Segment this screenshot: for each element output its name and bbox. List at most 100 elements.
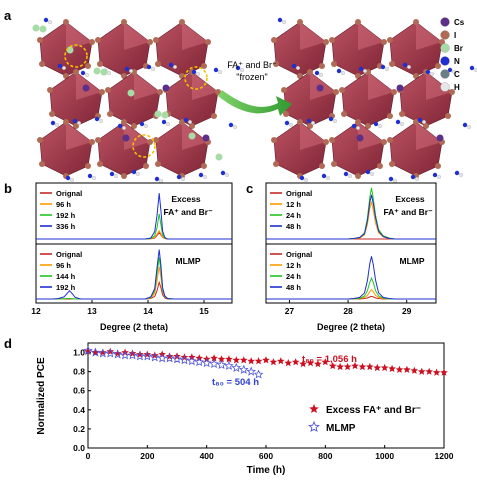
panel-label-c: c [246,181,253,196]
hydrogen-atom-right [363,69,367,73]
c-x-axis-label: Degree (2 theta) [317,322,385,332]
b-tick-label: 14 [143,306,153,316]
bromine-atom-left [127,89,135,97]
d-point-excess [373,363,382,372]
iodine-atom-left [201,63,207,69]
d-point-excess [143,350,152,358]
hydrogen-atom-right [378,124,382,128]
iodine-atom-right [435,63,441,69]
iodine-atom-left [143,163,149,169]
b-bottom-legend-label: Orignal [56,250,82,259]
legend-atom-label-cs: Cs [454,18,465,27]
c-legend-top: Orignal 12 h 24 h 48 h [270,189,312,231]
d-point-excess [269,358,278,366]
d-point-excess [403,365,411,373]
nitrogen-atom-right [321,173,327,179]
hydrogen-atom-left [188,120,192,124]
octahedron-face-right [310,72,336,100]
nitrogen-atom-right [402,62,408,68]
iodine-atom-right [435,163,441,169]
octahedron-face-left [192,72,218,100]
cesium-atom-left [82,84,90,92]
nitrogen-atom-right [454,170,460,176]
bromine-atom-left [93,67,101,75]
iodine-atom-left [39,61,45,67]
iodine-atom-left [49,111,55,117]
d-point-excess [314,360,322,368]
octahedron-face-right [358,122,384,150]
d-point-excess [395,365,404,373]
nitrogen-atom-right [328,116,334,122]
nitrogen-atom-right [277,17,283,23]
nitrogen-atom-left [57,63,63,69]
panel-label-b: b [4,181,12,196]
iodine-atom-right [283,111,289,117]
b-legend-top: Orignal 96 h 192 h 336 h [40,189,82,231]
iodine-atom-right [271,37,277,43]
c-series-line-bottom-3 [266,256,436,300]
d-y-tick-label: 0.8 [73,367,85,377]
d-point-mlmp [164,353,175,363]
hydrogen-atom-left [114,174,118,178]
hydrogen-atom-left [181,177,185,181]
d-point-excess [247,357,255,365]
iodine-atom-right [423,123,429,129]
iodine-atom-right [381,139,387,145]
c-bottom-legend-label: 48 h [286,283,301,292]
vacancy-highlight-ring [184,66,208,90]
d-point-mlmp [231,362,242,372]
d-point-excess [358,362,367,371]
b-top-legend-label: 192 h [56,211,76,220]
d-point-excess [277,357,285,365]
hydrogen-atom-left [99,119,103,123]
b-bottom-legend-label: 192 h [56,283,76,292]
octahedron-face-right [416,122,442,150]
d-point-excess [425,367,433,375]
b-x-axis-label: Degree (2 theta) [100,322,168,332]
hydrogen-atom-left [203,175,207,179]
octahedron-face-left [66,22,92,50]
legend-atom-br-icon [440,43,450,53]
iodine-atom-left [85,63,91,69]
d-point-excess [165,352,174,360]
hydrogen-atom-right [407,65,411,69]
iodine-atom-right [413,19,419,25]
hydrogen-atom-right [370,172,374,176]
octahedron-face-right [300,122,326,150]
iodine-atom-right [355,19,361,25]
b-series-line-top-0 [36,232,232,240]
nitrogen-atom-right [410,174,416,180]
cesium-atom-right [356,134,364,142]
hydrogen-atom-left [55,123,59,127]
iodine-atom-right [413,119,419,125]
d-x-tick-label: 400 [200,451,214,461]
nitrogen-atom-right [299,175,305,181]
iodine-atom-left [47,87,53,93]
d-x-tick-label: 1000 [375,451,394,461]
iodine-atom-right [387,137,393,143]
b-series-line-bottom-3 [36,249,232,300]
iodine-atom-left [95,137,101,143]
iodine-atom-left [73,69,79,75]
bromine-atom-left [215,153,223,161]
b-bottom-legend-label: 144 h [56,272,76,281]
d-point-excess [128,349,137,357]
iodine-atom-left [89,139,95,145]
d-point-mlmp [224,360,234,370]
iodine-atom-left [63,19,69,25]
hydrogen-atom-right [422,120,426,124]
iodine-atom-left [179,73,185,79]
iodine-atom-right [387,37,393,43]
nitrogen-atom-right [373,121,379,127]
b-tick-label: 12 [31,306,41,316]
nitrogen-atom-right [425,69,431,75]
d-y-tick-label: 0.2 [73,424,85,434]
d-legend: Excess FA⁺ and Br⁻ MLMP [308,404,421,434]
c-top-legend-label: 48 h [286,222,301,231]
nitrogen-atom-left [43,17,49,23]
iodine-atom-left [121,19,127,25]
iodine-atom-right [319,63,325,69]
c-top-legend-label: Orignal [286,189,312,198]
